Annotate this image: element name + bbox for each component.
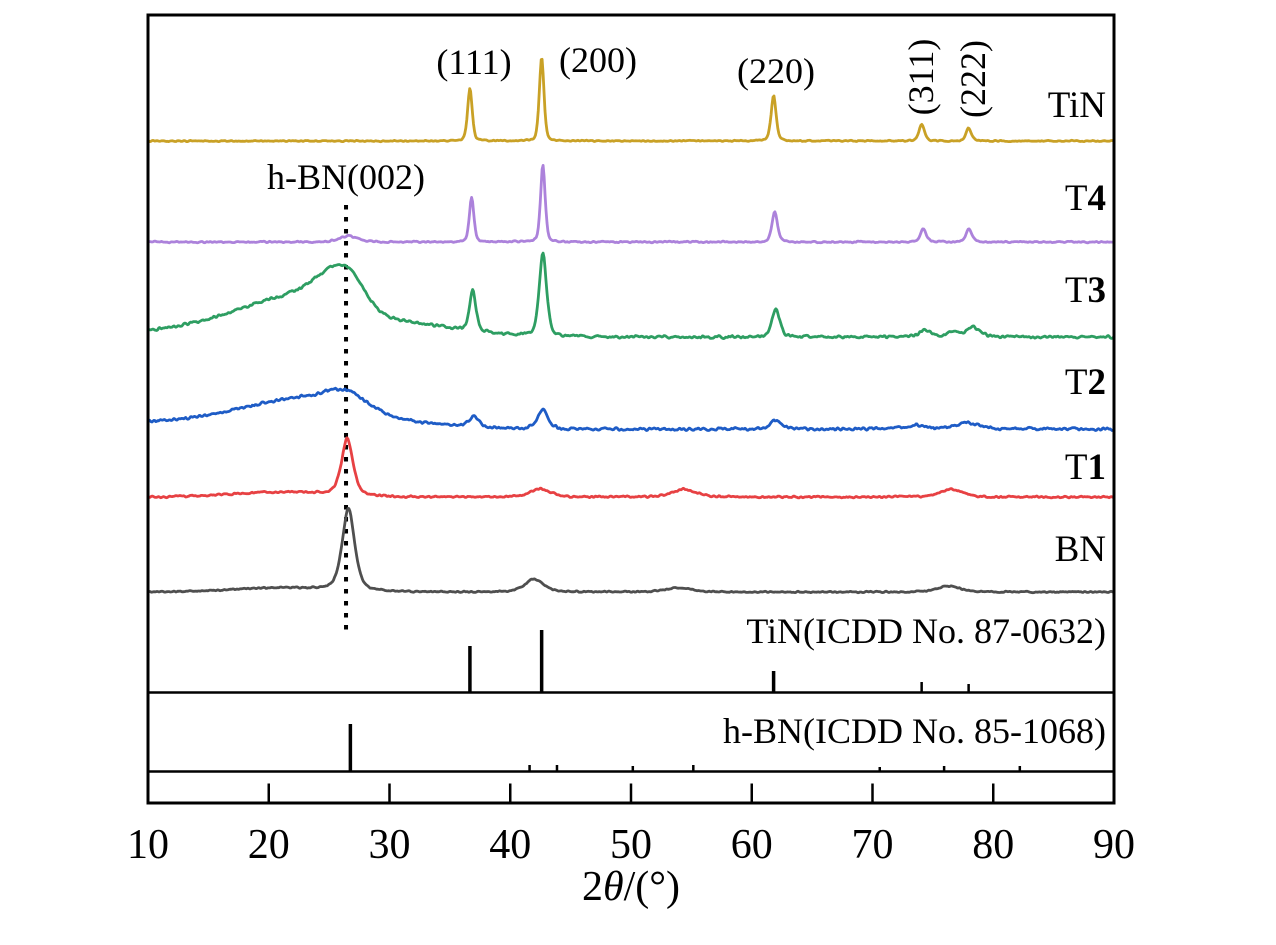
annotation-222: (222) (953, 40, 993, 118)
annotation-111: (111) (436, 42, 511, 82)
x-tick-label-20: 20 (248, 822, 290, 868)
annotation-311: (311) (901, 39, 941, 116)
x-tick-label-30: 30 (369, 822, 411, 868)
reference-pattern-hbn (348, 724, 1022, 771)
reference-label-tin: TiN(ICDD No. 87-0632) (746, 611, 1106, 651)
curve-t4 (146, 164, 1116, 245)
reference-pattern-tin (468, 630, 970, 692)
x-tick-label-60: 60 (731, 822, 773, 868)
series-label-bn: BN (1055, 529, 1106, 570)
x-tick-label-50: 50 (610, 822, 652, 868)
x-tick-label-40: 40 (489, 822, 531, 868)
curve-tin (146, 57, 1116, 144)
x-tick-label-10: 10 (127, 822, 169, 868)
curve-t1 (146, 436, 1116, 500)
curve-bn (146, 507, 1116, 595)
x-axis-title: 2θ/(°) (582, 864, 680, 910)
curve-t2 (146, 386, 1116, 432)
reference-label-hbn: h-BN(ICDD No. 85-1068) (723, 711, 1106, 751)
x-tick-label-80: 80 (972, 822, 1014, 868)
series-label-t1: T1 (1065, 447, 1106, 488)
annotation-220: (220) (737, 51, 815, 91)
annotation-200: (200) (559, 40, 637, 80)
plot-frame (146, 13, 1116, 805)
series-label-t3: T3 (1065, 270, 1106, 311)
x-tick-label-90: 90 (1093, 822, 1135, 868)
x-tick-label-70: 70 (852, 822, 894, 868)
series-label-t4: T4 (1065, 178, 1106, 219)
series-label-t2: T2 (1065, 362, 1106, 403)
series-label-tin: TiN (1048, 85, 1106, 126)
annotation-h-BN002: h-BN(002) (267, 157, 425, 197)
curve-t3 (146, 251, 1116, 340)
